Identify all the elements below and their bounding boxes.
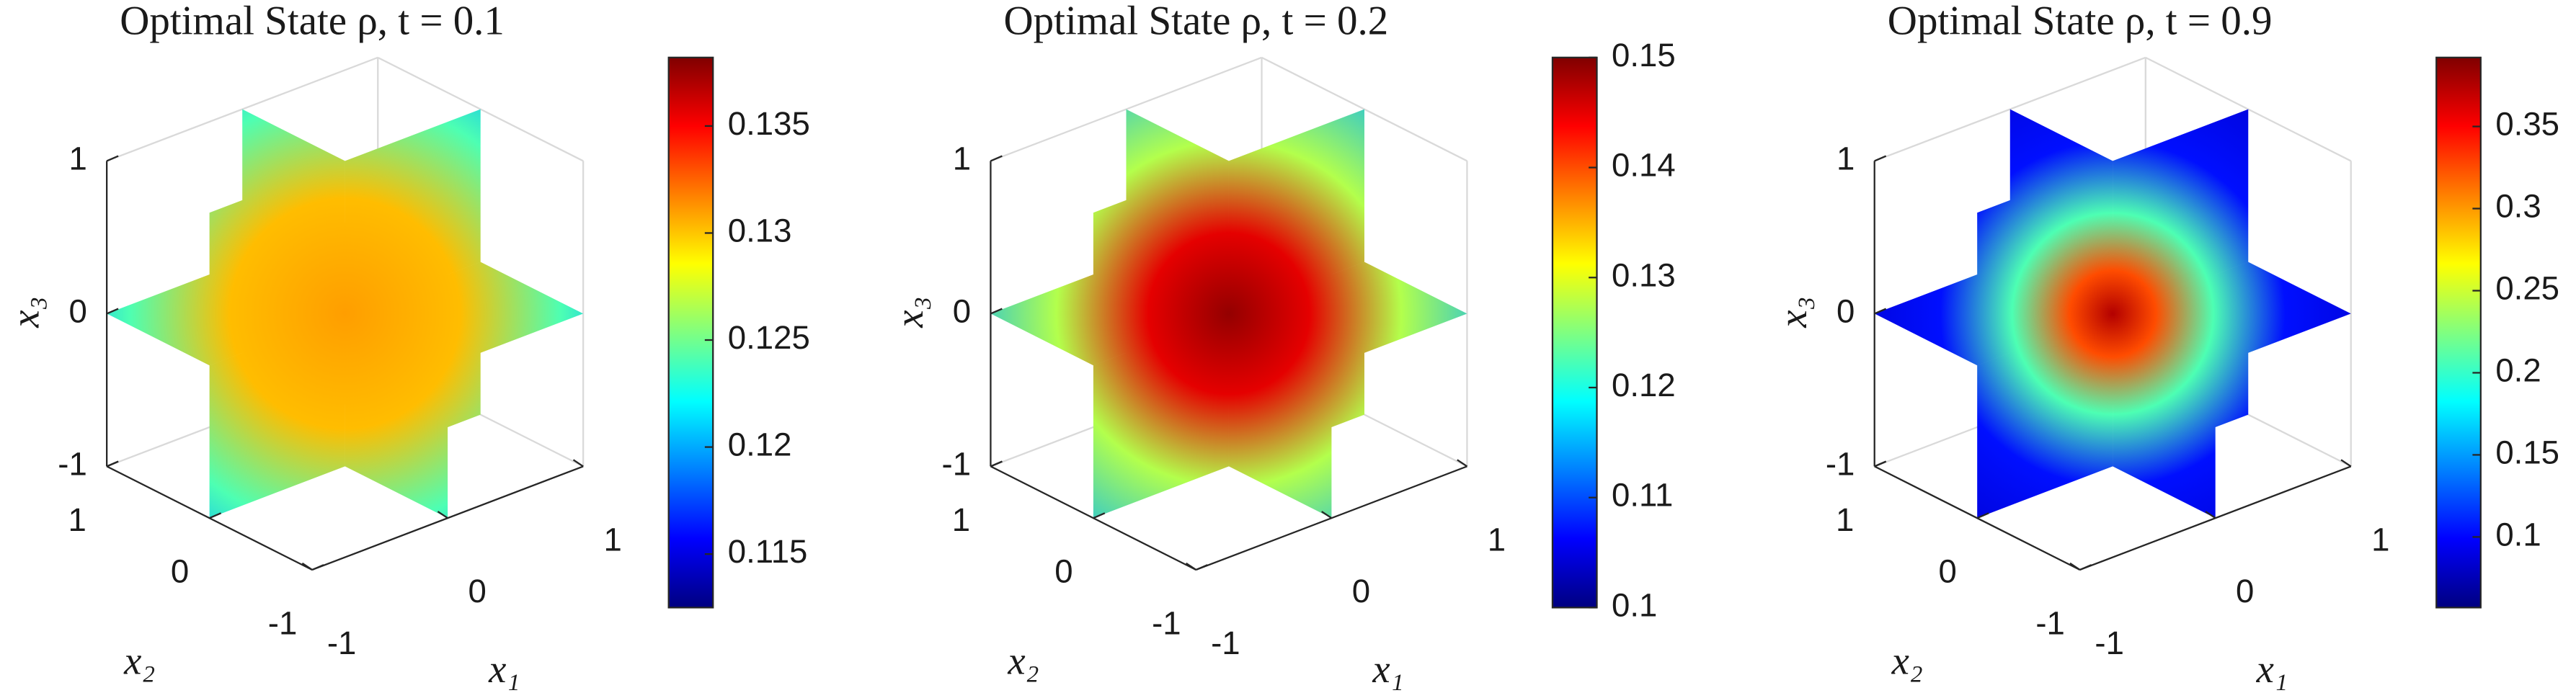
y-tick bbox=[1195, 564, 1208, 571]
x-tick-label: -1 bbox=[327, 625, 357, 661]
z-tick-label: -1 bbox=[942, 445, 972, 482]
y-tick-label: -1 bbox=[2035, 605, 2065, 642]
chart-title: Optimal State ρ, t = 0.9 bbox=[1888, 0, 2273, 43]
z-tick bbox=[106, 308, 119, 315]
y-tick-label: 1 bbox=[1836, 501, 1854, 538]
colorbar-tick-label: 0.15 bbox=[1612, 37, 1676, 73]
colorbar-tick-label: 0.15 bbox=[2495, 434, 2559, 470]
x-tick-label: -1 bbox=[1211, 625, 1240, 661]
x-tick bbox=[437, 511, 448, 519]
x-tick-label: 1 bbox=[2371, 521, 2389, 558]
y-tick bbox=[1976, 512, 1989, 519]
z-tick bbox=[990, 308, 1003, 315]
slice bbox=[2113, 161, 2216, 366]
colorbar-tick-label: 0.12 bbox=[1612, 367, 1676, 403]
slice bbox=[1093, 161, 1229, 366]
x-tick bbox=[1457, 459, 1468, 468]
panel: Optimal State ρ, t = 0.9 -1 0 1 -1 0 1 -1 0 1 x₃ x₂… bbox=[1771, 0, 2559, 691]
z-tick-label: -1 bbox=[58, 445, 87, 482]
z-axis-label: x₃ bbox=[4, 296, 48, 328]
x-tick bbox=[301, 562, 313, 571]
y-tick-label: 0 bbox=[1938, 553, 1956, 590]
y-tick bbox=[209, 512, 222, 519]
y-tick bbox=[990, 460, 1003, 468]
z-tick-label: 0 bbox=[953, 292, 971, 329]
x-tick bbox=[572, 459, 584, 468]
x-tick-label: 1 bbox=[1488, 521, 1506, 558]
y-tick bbox=[311, 564, 324, 571]
slice bbox=[209, 313, 448, 418]
y-axis-label: x₂ bbox=[123, 639, 155, 683]
colorbar-tick-label: 0.115 bbox=[728, 533, 808, 570]
y-tick-label: -1 bbox=[268, 605, 298, 642]
colorbar-tick-label: 0.3 bbox=[2495, 188, 2541, 225]
colorbar-tick-label: 0.35 bbox=[2495, 106, 2559, 143]
y-tick bbox=[1874, 460, 1887, 468]
colorbar bbox=[1551, 56, 1598, 609]
y-tick bbox=[106, 460, 119, 468]
z-tick-label: 0 bbox=[1836, 292, 1855, 329]
x-tick bbox=[1186, 562, 1196, 571]
x-tick-label: 0 bbox=[468, 573, 486, 609]
x-tick bbox=[2205, 511, 2216, 519]
z-tick bbox=[1874, 308, 1887, 315]
z-tick-label: 0 bbox=[68, 292, 86, 329]
z-tick bbox=[1874, 155, 1887, 162]
z-tick bbox=[990, 155, 1003, 162]
y-tick-label: 1 bbox=[952, 501, 970, 538]
z-tick-label: -1 bbox=[1826, 445, 1855, 482]
colorbar bbox=[2435, 56, 2482, 609]
x-axis-label: x₁ bbox=[488, 647, 520, 691]
panel: Optimal State ρ, t = 0.2 -1 0 1 -1 0 1 -1 0 1 x₃ x₂… bbox=[887, 0, 1676, 691]
y-tick bbox=[2079, 564, 2092, 571]
slice bbox=[209, 161, 345, 366]
z-tick bbox=[106, 155, 119, 162]
y-axis-label: x₂ bbox=[1007, 639, 1039, 683]
chart-title: Optimal State ρ, t = 0.2 bbox=[1004, 0, 1389, 43]
colorbar bbox=[667, 56, 714, 609]
box-edge bbox=[106, 56, 378, 162]
chart-title: Optimal State ρ, t = 0.1 bbox=[120, 0, 505, 43]
y-tick-label: -1 bbox=[1152, 605, 1181, 642]
colorbar-tick-label: 0.13 bbox=[728, 213, 792, 249]
colorbar-tick-label: 0.125 bbox=[728, 319, 810, 356]
x-tick bbox=[2069, 562, 2081, 571]
x-tick-label: 0 bbox=[2236, 573, 2254, 609]
colorbar-tick-label: 0.14 bbox=[1612, 147, 1676, 184]
y-tick-label: 1 bbox=[68, 501, 86, 538]
z-tick-label: 1 bbox=[1836, 140, 1855, 176]
slice bbox=[345, 161, 448, 366]
slice bbox=[1228, 161, 1332, 366]
x-tick-label: -1 bbox=[2095, 625, 2124, 661]
y-tick-label: 0 bbox=[1054, 553, 1072, 590]
y-tick-label: 0 bbox=[171, 553, 189, 590]
x-tick bbox=[2340, 459, 2352, 468]
colorbar-tick-label: 0.12 bbox=[728, 426, 792, 463]
z-axis-label: x₃ bbox=[887, 296, 931, 328]
colorbar-tick-label: 0.13 bbox=[1612, 256, 1676, 293]
colorbar-tick-label: 0.135 bbox=[728, 105, 810, 142]
y-axis-label: x₂ bbox=[1891, 639, 1923, 683]
y-tick bbox=[1093, 512, 1106, 519]
x-tick-label: 0 bbox=[1352, 573, 1370, 609]
colorbar-tick-label: 0.2 bbox=[2495, 352, 2541, 389]
x-axis-label: x₁ bbox=[2256, 647, 2288, 691]
z-tick-label: 1 bbox=[953, 140, 971, 176]
colorbar-tick-label: 0.1 bbox=[2495, 516, 2541, 553]
z-tick-label: 1 bbox=[68, 140, 86, 176]
x-tick bbox=[1321, 511, 1333, 519]
x-axis-label: x₁ bbox=[1372, 647, 1403, 691]
colorbar-tick-label: 0.1 bbox=[1612, 586, 1657, 623]
slice bbox=[1093, 313, 1332, 418]
panel: Optimal State ρ, t = 0.1 -1 0 1 -1 0 1 -1 0 1 x₃ x₂… bbox=[4, 0, 810, 691]
colorbar-tick-label: 0.11 bbox=[1612, 477, 1673, 514]
x-tick-label: 1 bbox=[604, 521, 622, 558]
colorbar-tick-label: 0.25 bbox=[2495, 270, 2559, 307]
z-axis-label: x₃ bbox=[1771, 296, 1815, 328]
slice bbox=[1977, 313, 2216, 418]
slice bbox=[1977, 161, 2113, 366]
